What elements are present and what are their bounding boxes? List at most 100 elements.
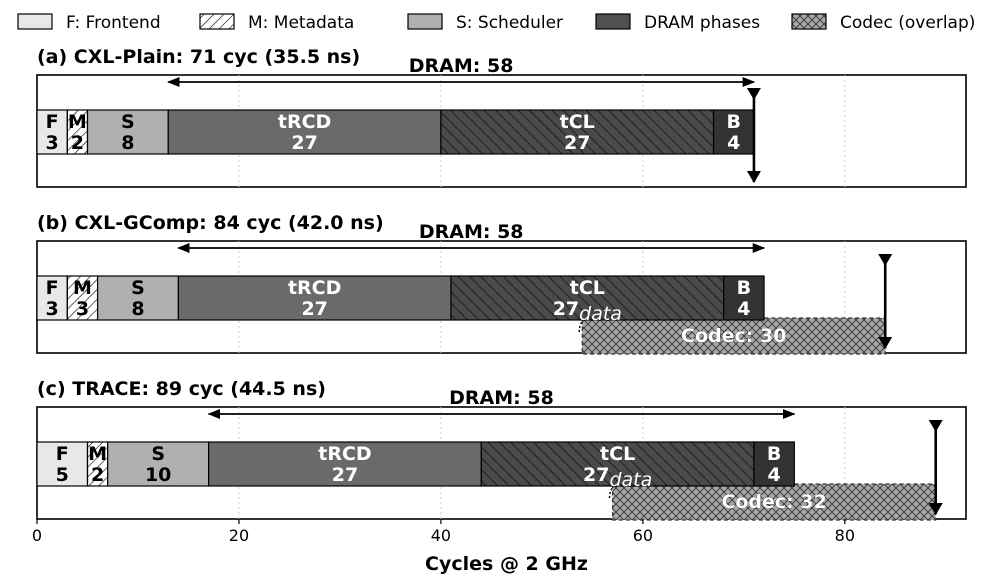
segment-scheduler: S10 (107, 441, 210, 487)
total-marker-bottom (928, 503, 943, 515)
segment-rect-scheduler (96, 275, 179, 321)
segment-metadata: M2 (86, 441, 109, 487)
segment-name-scheduler: S (151, 443, 165, 465)
codec-rect (581, 317, 886, 355)
codec-label: Codec: 32 (721, 491, 826, 513)
legend-item-dram: DRAM phases (595, 13, 760, 33)
segment-value-scheduler: 8 (131, 298, 144, 320)
panel-title: (a) CXL-Plain: 71 cyc (35.5 ns) (37, 46, 360, 68)
segment-burst: B4 (723, 275, 765, 321)
segment-value-metadata: 2 (71, 132, 84, 154)
x-axis-label: Cycles @ 2 GHz (425, 553, 588, 575)
segment-rect-tRCD (167, 109, 442, 155)
codec-rect (611, 483, 937, 521)
legend-item-scheduler: S: Scheduler (407, 13, 563, 33)
legend-label-frontend: F: Frontend (66, 13, 161, 33)
total-marker (878, 254, 893, 349)
x-tick-label: 60 (633, 526, 653, 545)
x-tick-label: 0 (32, 526, 42, 545)
legend-label-dram: DRAM phases (644, 13, 760, 33)
segment-scheduler: S8 (96, 275, 179, 321)
segment-value-metadata: 3 (76, 298, 89, 320)
segment-name-tRCD: tRCD (288, 277, 341, 299)
segment-name-tCL: tCL (600, 443, 635, 465)
segment-frontend: F3 (36, 275, 68, 321)
segment-rect-metadata (66, 275, 99, 321)
segment-rect-tCL (440, 109, 715, 155)
segment-frontend: F3 (36, 109, 68, 155)
segment-name-frontend: F (56, 443, 69, 465)
legend-swatch-codec (791, 13, 827, 30)
segment-rect-burst (723, 275, 765, 321)
segment-burst: B4 (712, 109, 755, 155)
x-tick-label: 80 (835, 526, 855, 545)
segment-scheduler: S8 (86, 109, 169, 155)
total-marker-top (878, 254, 893, 266)
dram-label: DRAM: 58 (409, 55, 514, 77)
segment-value-tRCD: 27 (291, 132, 317, 154)
legend-label-metadata: M: Metadata (248, 13, 354, 33)
segment-value-tCL: 27data (553, 298, 622, 325)
segment-rect-scheduler (107, 441, 210, 487)
segment-name-scheduler: S (131, 277, 145, 299)
segment-metadata: M2 (66, 109, 89, 155)
segment-name-metadata: M (68, 111, 87, 133)
segment-value-scheduler: 8 (121, 132, 134, 154)
x-tick-label: 20 (229, 526, 249, 545)
segment-value-burst: 4 (737, 298, 750, 320)
segment-value-burst: 4 (768, 464, 781, 486)
segment-name-frontend: F (46, 111, 59, 133)
legend-swatch-frontend (17, 13, 53, 30)
legend-item-frontend: F: Frontend (17, 13, 161, 33)
segment-value-frontend: 3 (46, 298, 59, 320)
segment-name-metadata: M (73, 277, 92, 299)
codec-label: Codec: 30 (681, 325, 786, 347)
legend-item-metadata: M: Metadata (199, 13, 354, 33)
legend-item-codec: Codec (overlap) (791, 13, 975, 33)
segment-name-burst: B (737, 277, 751, 299)
segment-name-frontend: F (46, 277, 59, 299)
segment-rect-frontend (36, 109, 68, 155)
segment-name-tCL: tCL (570, 277, 605, 299)
legend-swatch-dram (595, 13, 631, 30)
legend-label-scheduler: S: Scheduler (456, 13, 563, 33)
segment-sub-tCL: data (579, 303, 622, 325)
segment-rect-frontend (36, 275, 68, 321)
legend-swatch-scheduler (407, 13, 443, 30)
legend: F: Frontend M: Metadata S: Scheduler DRAM p… (17, 13, 975, 33)
total-marker (928, 420, 943, 515)
segment-value-frontend: 3 (46, 132, 59, 154)
panel-title: (b) CXL-GComp: 84 cyc (42.0 ns) (37, 212, 384, 234)
segment-rect-tRCD (177, 275, 452, 321)
segment-rect-tCL (450, 275, 725, 321)
panel-1: (b) CXL-GComp: 84 cyc (42.0 ns) Codec: 30… (36, 212, 967, 355)
dram-label: DRAM: 58 (419, 221, 524, 243)
segment-name-metadata: M (88, 443, 107, 465)
segment-value-tRCD: 27 (301, 298, 327, 320)
total-marker-bottom (746, 171, 761, 183)
legend-swatch-metadata (199, 13, 235, 30)
segment-value-tCL: 27 (564, 132, 590, 154)
segment-sub-tCL: data (609, 469, 652, 491)
panel-0: (a) CXL-Plain: 71 cyc (35.5 ns)F3M2S8tRC… (36, 46, 967, 188)
segment-value-burst: 4 (727, 132, 740, 154)
segment-value-metadata: 2 (91, 464, 104, 486)
segment-name-tRCD: tRCD (278, 111, 331, 133)
segment-name-burst: B (727, 111, 741, 133)
segment-value-tCL: 27data (583, 464, 652, 491)
segment-rect-tRCD (208, 441, 482, 487)
segment-burst: B4 (753, 441, 795, 487)
panel-2: (c) TRACE: 89 cyc (44.5 ns)Codec: 32F5M2… (36, 378, 967, 521)
segment-rect-burst (753, 441, 795, 487)
segment-value-frontend: 5 (56, 464, 69, 486)
segment-rect-burst (712, 109, 755, 155)
total-marker-bottom (878, 337, 893, 349)
segment-frontend: F5 (36, 441, 89, 487)
segment-name-tRCD: tRCD (318, 443, 371, 465)
